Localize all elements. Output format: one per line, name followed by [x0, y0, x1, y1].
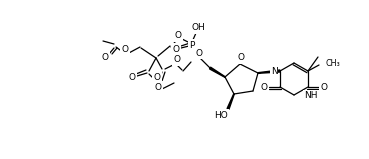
Text: P: P — [189, 41, 195, 49]
Text: O: O — [128, 73, 135, 82]
Text: N: N — [270, 66, 277, 76]
Text: O: O — [238, 53, 245, 62]
Text: O: O — [101, 52, 108, 62]
Text: OH: OH — [191, 24, 205, 32]
Polygon shape — [210, 67, 225, 77]
Polygon shape — [258, 70, 280, 73]
Text: CH₃: CH₃ — [325, 59, 340, 68]
Text: O: O — [196, 48, 203, 58]
Text: O: O — [321, 83, 328, 91]
Text: O: O — [121, 45, 128, 55]
Text: NH: NH — [304, 91, 317, 100]
Text: O: O — [155, 83, 162, 91]
Polygon shape — [227, 94, 234, 109]
Text: O: O — [172, 45, 179, 53]
Text: O: O — [154, 73, 161, 82]
Text: O: O — [261, 83, 268, 91]
Text: O: O — [173, 55, 180, 65]
Text: HO: HO — [214, 111, 228, 120]
Text: O: O — [175, 31, 182, 41]
